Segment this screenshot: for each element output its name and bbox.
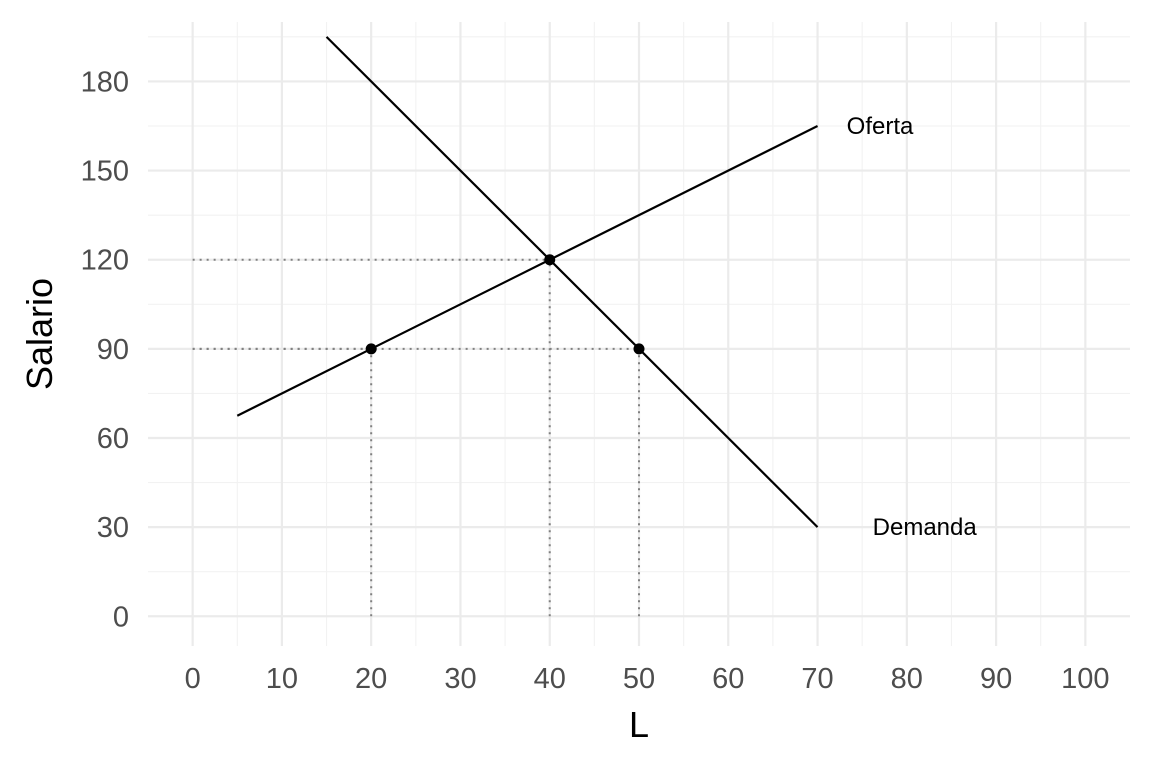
curve-labels: Oferta Demanda xyxy=(847,113,978,541)
data-point xyxy=(544,254,556,266)
x-tick-label: 50 xyxy=(623,663,655,695)
curve-demanda xyxy=(325,36,819,528)
data-point xyxy=(365,343,377,355)
curve-label-demanda: Demanda xyxy=(873,514,978,541)
guide-lines xyxy=(192,258,640,617)
data-point xyxy=(633,343,645,355)
x-tick-label: 60 xyxy=(712,663,744,695)
y-tick-label: 180 xyxy=(81,66,129,98)
major-gridlines xyxy=(148,22,1130,646)
points xyxy=(365,254,645,355)
y-tick-label: 30 xyxy=(97,512,129,544)
x-tick-labels: 0 10 20 30 40 50 60 70 80 90 100 xyxy=(185,663,1110,695)
y-tick-label: 0 xyxy=(113,601,129,633)
y-axis-title: Salario xyxy=(19,278,60,390)
x-tick-label: 90 xyxy=(980,663,1012,695)
x-tick-label: 40 xyxy=(534,663,566,695)
x-tick-label: 80 xyxy=(891,663,923,695)
curve-label-oferta: Oferta xyxy=(847,113,914,140)
curves xyxy=(236,36,819,528)
y-tick-labels: 0 30 60 90 120 150 180 xyxy=(81,66,129,633)
x-tick-label: 20 xyxy=(355,663,387,695)
curve-oferta xyxy=(236,125,819,417)
x-tick-label: 10 xyxy=(266,663,298,695)
y-tick-label: 90 xyxy=(97,334,129,366)
x-tick-label: 30 xyxy=(444,663,476,695)
x-tick-label: 100 xyxy=(1061,663,1109,695)
y-tick-label: 150 xyxy=(81,156,129,188)
y-tick-label: 120 xyxy=(81,245,129,277)
y-tick-label: 60 xyxy=(97,423,129,455)
x-tick-label: 0 xyxy=(185,663,201,695)
x-tick-label: 70 xyxy=(801,663,833,695)
x-axis-title: L xyxy=(629,704,649,745)
